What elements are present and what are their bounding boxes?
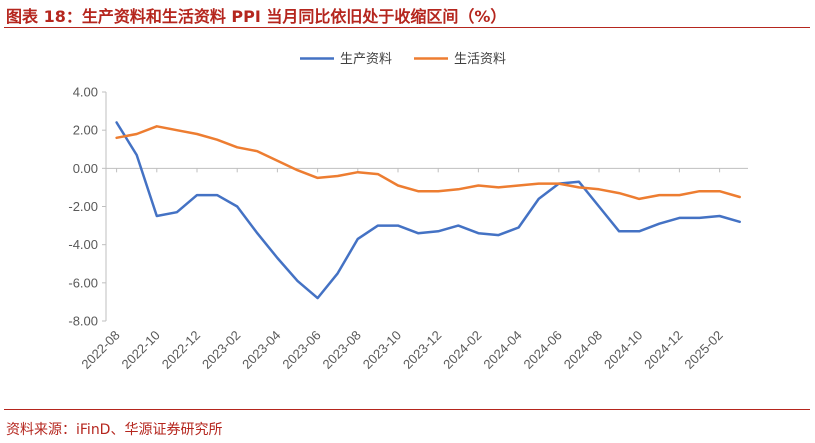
series-lines [115, 121, 741, 300]
x-tick-label: 2025-02 [681, 328, 725, 372]
footer-divider [4, 409, 810, 410]
y-tick-label: 2.00 [73, 123, 98, 138]
legend-label-series-2: 生活资料 [454, 52, 506, 67]
x-tick-label: 2022-10 [119, 328, 163, 372]
y-axis-ticks: 4.00 2.00 0.00 -2.00 -4.00 -6.00 -8.00 [68, 85, 106, 329]
x-tick-label: 2023-06 [279, 328, 323, 372]
x-tick-label: 2023-02 [199, 328, 243, 372]
x-tick-label: 2024-02 [440, 328, 484, 372]
x-tick-label: 2022-08 [78, 328, 122, 372]
x-tick-label: 2024-06 [521, 328, 565, 372]
legend-label-series-1: 生产资料 [340, 52, 392, 67]
y-tick-label: -6.00 [68, 275, 98, 290]
x-axis-ticks: 2022-082022-102022-122023-022023-042023-… [78, 168, 726, 372]
x-tick-label: 2024-08 [561, 328, 605, 372]
x-tick-label: 2022-12 [159, 328, 203, 372]
title-divider [4, 27, 810, 28]
x-tick-label: 2023-12 [400, 328, 444, 372]
y-tick-label: -4.00 [68, 237, 98, 252]
y-tick-label: -8.00 [68, 314, 98, 329]
y-tick-label: -2.00 [68, 199, 98, 214]
series-line-2 [115, 125, 741, 201]
y-tick-label: 0.00 [73, 161, 98, 176]
x-tick-label: 2023-08 [320, 328, 364, 372]
chart-legend: 生产资料 生活资料 [300, 52, 506, 67]
series-line-1 [115, 121, 741, 300]
x-tick-label: 2024-04 [480, 328, 524, 372]
figure-title: 图表 18：生产资料和生活资料 PPI 当月同比依旧处于收缩区间（%） [6, 7, 507, 26]
y-tick-label: 4.00 [73, 85, 98, 100]
x-tick-label: 2024-12 [641, 328, 685, 372]
source-note: 资料来源：iFinD、华源证券研究所 [6, 422, 223, 438]
x-tick-label: 2024-10 [601, 328, 645, 372]
x-tick-label: 2023-04 [239, 328, 283, 372]
x-tick-label: 2023-10 [360, 328, 404, 372]
